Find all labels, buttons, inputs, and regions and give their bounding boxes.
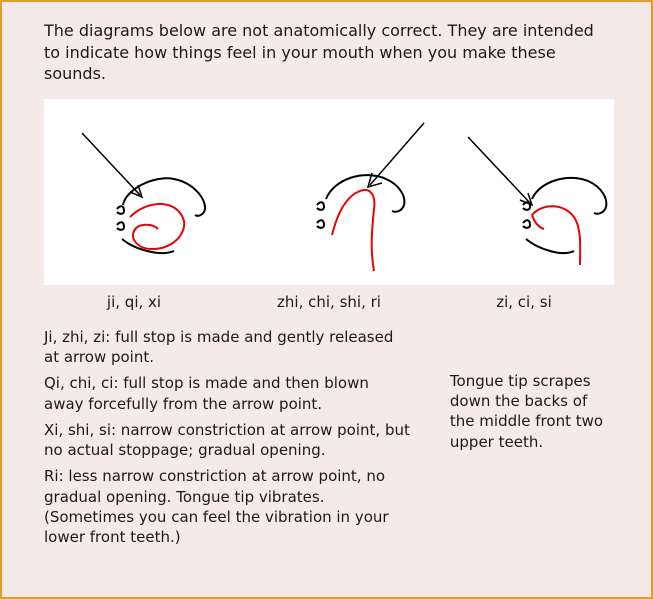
tongue-icon — [130, 204, 184, 249]
mouth-diagram-box — [44, 99, 614, 285]
tongue-icon — [532, 206, 580, 265]
explanation-right: Tongue tip scrapes down the backs of the… — [450, 371, 609, 554]
note-ri: Ri: less narrow constriction at arrow po… — [44, 466, 410, 547]
caption-zi-ci-si: zi, ci, si — [434, 293, 614, 311]
lower-teeth-icon — [523, 220, 530, 228]
upper-teeth-icon — [317, 202, 324, 210]
caption-zhi-chi-shi-ri: zhi, chi, shi, ri — [224, 293, 434, 311]
lower-teeth-icon — [117, 222, 124, 230]
lower-teeth-icon — [317, 220, 324, 228]
palate-curve — [532, 178, 606, 207]
arrow-icon — [368, 123, 424, 187]
note-xi-shi-si: Xi, shi, si: narrow constriction at arro… — [44, 420, 410, 461]
arrow-icon — [468, 137, 532, 205]
mouth-diagram-svg — [44, 99, 614, 285]
explanation-row: Ji, zhi, zi: full stop is made and gentl… — [44, 327, 609, 554]
tongue-icon — [332, 190, 374, 271]
palate-hook — [195, 209, 205, 216]
diagram-captions: ji, qi, xi zhi, chi, shi, ri zi, ci, si — [44, 293, 614, 311]
note-qi-chi-ci: Qi, chi, ci: full stop is made and then … — [44, 373, 410, 414]
palate-hook — [392, 205, 404, 212]
palate-hook — [594, 207, 606, 214]
explanation-left: Ji, zhi, zi: full stop is made and gentl… — [44, 327, 410, 554]
upper-teeth-icon — [117, 206, 124, 214]
intro-text: The diagrams below are not anatomically … — [44, 20, 609, 85]
jaw-curve — [526, 239, 574, 253]
caption-ji-qi-xi: ji, qi, xi — [44, 293, 224, 311]
tongue-tip-icon — [532, 215, 544, 229]
arrow-icon — [82, 133, 142, 197]
note-ji-zhi-zi: Ji, zhi, zi: full stop is made and gentl… — [44, 327, 410, 368]
panel: The diagrams below are not anatomically … — [0, 0, 653, 599]
